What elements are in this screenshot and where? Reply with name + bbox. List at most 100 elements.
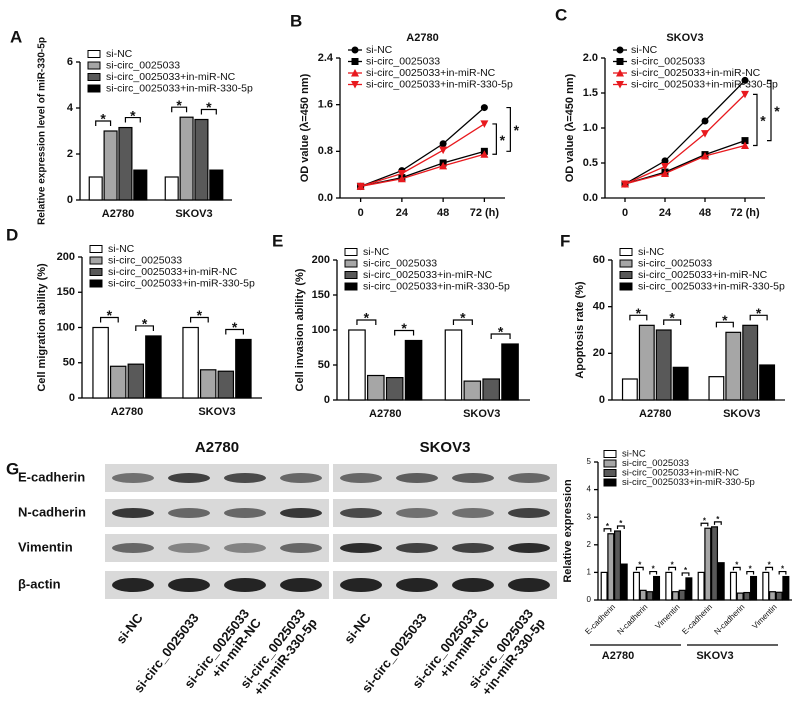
significance-bracket: [190, 316, 209, 323]
legend-label: si-circ_0025033: [622, 458, 689, 469]
panel-label: D: [6, 225, 18, 244]
legend-swatch: [603, 459, 617, 468]
x-tick-label: SKOV3: [463, 408, 500, 420]
bar: [620, 563, 628, 601]
bar: [88, 176, 103, 201]
x-tick-label: 72 (h): [470, 207, 500, 219]
significance-star: *: [232, 319, 238, 335]
bar: [109, 365, 127, 399]
bar: [775, 591, 783, 601]
bar: [678, 589, 686, 601]
significance-star: *: [401, 320, 407, 336]
bar: [133, 169, 148, 201]
significance-bracket: [490, 333, 511, 339]
y-tick-label: 50: [63, 357, 75, 369]
bar: [729, 571, 737, 601]
bar: [762, 571, 770, 601]
x-tick-label: E-cadherin: [583, 603, 617, 637]
y-tick-label: 2.0: [583, 52, 598, 64]
bar: [385, 377, 404, 401]
significance-star: *: [669, 310, 675, 326]
legend-marker: [616, 69, 624, 77]
legend-label: si-circ_0025033: [366, 55, 440, 67]
significance-star: *: [749, 565, 753, 574]
blot-band: [168, 578, 210, 592]
bar: [665, 571, 673, 601]
significance-bracket: [629, 314, 648, 321]
blot-band: [396, 578, 438, 592]
y-tick-label: 20: [593, 347, 605, 359]
x-tick-label: A2780: [111, 406, 143, 418]
bar: [759, 364, 776, 401]
significance-bracket: [506, 106, 511, 152]
significance-star: *: [130, 107, 136, 123]
marker: [439, 140, 447, 148]
blot-band: [224, 473, 266, 483]
bar: [638, 324, 655, 401]
legend-label: si-circ_0025033: [631, 55, 705, 67]
bar: [209, 169, 224, 201]
significance-star: *: [107, 307, 113, 323]
x-tick-label: N-cadherin: [712, 603, 746, 637]
line: [360, 123, 485, 187]
blot-band: [280, 543, 322, 553]
legend-marker: [351, 69, 359, 77]
legend-marker: [616, 46, 624, 54]
blot-band: [168, 543, 210, 553]
legend-label: si-circ_0025033: [106, 59, 180, 71]
blot-band: [224, 578, 266, 592]
blot-band: [396, 473, 438, 483]
line: [360, 153, 485, 187]
significance-star: *: [636, 305, 642, 321]
bar: [179, 116, 194, 201]
line: [624, 144, 746, 185]
legend-label: si-circ_0025033+in-miR-330-5p: [622, 477, 755, 488]
legend-label: si-circ_0025033: [638, 257, 712, 269]
y-tick-label: 0.0: [583, 192, 598, 204]
bar: [704, 527, 712, 601]
legend-label: si-circ_0025033+in-miR-NC: [631, 67, 761, 79]
significance-bracket: [200, 108, 217, 115]
bar: [164, 176, 179, 201]
cell-line-label: A2780: [195, 439, 239, 456]
y-tick-label: 2.4: [318, 52, 334, 64]
bar: [600, 571, 608, 601]
legend-swatch: [603, 450, 617, 458]
panel-label: B: [290, 11, 302, 30]
significance-star: *: [652, 565, 656, 574]
legend-marker: [351, 58, 359, 65]
legend-label: si-circ_0025033+in-miR-NC: [363, 269, 493, 281]
bar: [482, 378, 500, 401]
significance-star: *: [142, 316, 148, 332]
legend-swatch: [619, 282, 633, 291]
blot-band: [280, 473, 322, 483]
x-tick-label: SKOV3: [198, 406, 235, 418]
significance-bracket: [749, 314, 768, 321]
bar: [750, 575, 758, 601]
marker: [397, 170, 406, 178]
blot-band: [508, 473, 550, 483]
significance-bracket: [356, 319, 377, 325]
x-tick-label: 48: [699, 207, 711, 219]
y-tick-label: 60: [593, 254, 605, 266]
significance-star: *: [364, 310, 370, 326]
legend-label: si-circ_0025033+in-miR-NC: [366, 67, 496, 79]
y-tick-label: 0: [587, 595, 592, 604]
significance-bracket: [616, 525, 625, 529]
legend-swatch: [87, 50, 101, 58]
bar: [697, 571, 705, 601]
protein-label: N-cadherin: [18, 504, 86, 519]
legend-swatch: [619, 248, 633, 256]
marker: [741, 137, 749, 145]
significance-bracket: [394, 329, 415, 336]
bar: [685, 577, 693, 601]
blot-band: [396, 508, 438, 518]
bar: [711, 526, 719, 601]
bar: [367, 374, 385, 401]
y-axis-label: Apoptosis rate (%): [574, 281, 586, 379]
bar: [646, 591, 654, 601]
line: [360, 107, 485, 187]
bar: [614, 530, 622, 601]
legend-swatch: [89, 256, 103, 265]
